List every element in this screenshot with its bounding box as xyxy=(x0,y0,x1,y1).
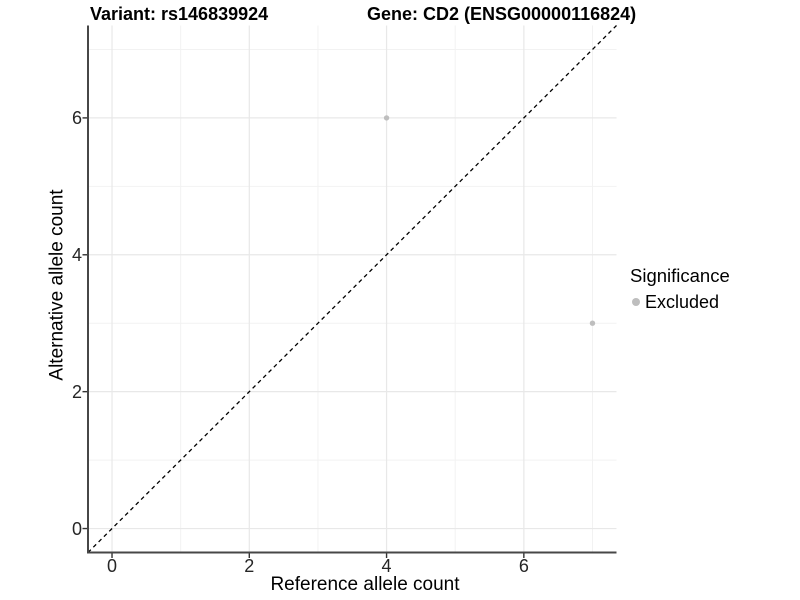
legend-title: Significance xyxy=(630,265,730,286)
y-axis-title: Alternative allele count xyxy=(46,189,68,381)
x-tick-label: 4 xyxy=(381,556,392,576)
legend-items: Excluded xyxy=(630,292,730,312)
x-axis-title: Reference allele count xyxy=(270,574,460,595)
gene-title: Gene: CD2 (ENSG00000116824) xyxy=(367,4,637,24)
identity-dashed-line xyxy=(87,25,617,553)
legend-item: Excluded xyxy=(630,292,730,312)
x-tick-label: 6 xyxy=(518,556,529,576)
data-point xyxy=(383,115,390,121)
y-tick-label: 6 xyxy=(71,107,82,128)
y-tick-label: 2 xyxy=(71,381,82,402)
legend: Significance Excluded xyxy=(630,265,730,312)
legend-point-icon xyxy=(632,298,640,307)
data-point xyxy=(589,320,596,326)
variant-title: Variant: rs146839924 xyxy=(90,4,269,24)
x-tick-label: 2 xyxy=(244,556,255,576)
x-tick-label: 0 xyxy=(107,556,118,576)
y-tick-label: 0 xyxy=(71,518,82,539)
legend-item-label: Excluded xyxy=(645,292,720,313)
y-tick-label: 4 xyxy=(71,244,82,265)
